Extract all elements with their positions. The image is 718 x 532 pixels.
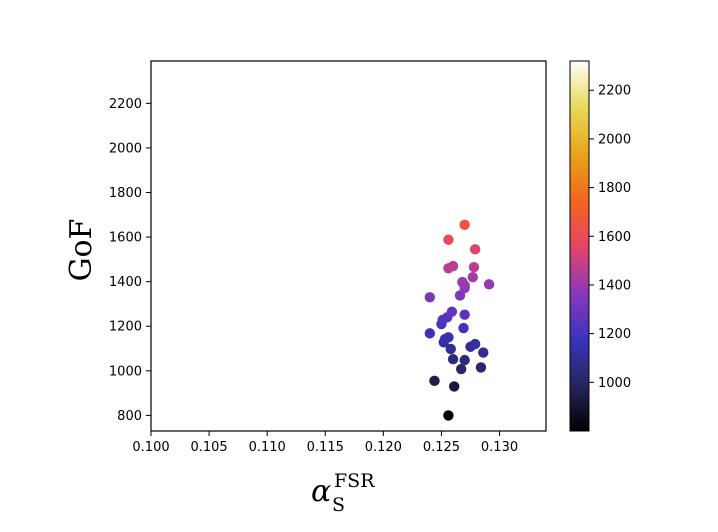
colorbar-tick-label: 1600 (598, 230, 631, 245)
y-tick-label: 2000 (109, 141, 142, 156)
scatter-point (443, 410, 454, 421)
scatter-point (468, 261, 480, 273)
y-tick-label: 800 (117, 409, 142, 424)
scatter-point (459, 219, 470, 231)
y-tick-label: 1400 (109, 275, 142, 290)
scatter-point (457, 276, 468, 288)
scatter-point (447, 354, 459, 365)
colorbar-ticks: 1000 1200 1400 1600 1800 2000 2200 (589, 84, 631, 391)
scatter-point (454, 290, 466, 301)
x-tick-label: 0.125 (423, 440, 460, 455)
scatter-point (443, 332, 454, 343)
scatter-point (445, 343, 456, 355)
scatter-point (449, 381, 460, 392)
scatter-point (446, 306, 458, 317)
scatter-point (475, 362, 487, 373)
colorbar-tick-label: 2200 (598, 84, 631, 99)
scatter-point (469, 244, 481, 255)
x-axis-label-base: α (311, 474, 331, 509)
colorbar-tick-label: 1000 (598, 376, 631, 391)
plot-frame (150, 60, 547, 432)
scatter-point (467, 272, 479, 283)
y-tick-label: 1200 (109, 320, 142, 335)
scatter-point (459, 309, 470, 320)
y-axis-ticks: 800 1000 1200 1400 1600 1800 2000 2200 (109, 97, 151, 424)
scatter-point (424, 328, 436, 339)
x-tick-label: 0.110 (249, 440, 286, 455)
scatter-point (459, 354, 470, 366)
scatter-point (483, 279, 495, 290)
y-tick-label: 1600 (109, 231, 142, 246)
scatter-point (429, 375, 440, 387)
y-tick-label: 1000 (109, 364, 142, 379)
scatter-point (424, 292, 436, 303)
scatter-points (424, 219, 495, 421)
scatter-point (447, 260, 459, 272)
x-tick-label: 0.130 (481, 440, 518, 455)
x-tick-label: 0.100 (132, 440, 169, 455)
scatter-point (455, 363, 467, 375)
colorbar-tick-label: 1400 (598, 278, 631, 293)
scatter-point (458, 322, 469, 334)
x-tick-label: 0.115 (307, 440, 344, 455)
x-axis-label: α FSR S (311, 470, 380, 516)
x-axis-label-sup: FSR (334, 470, 375, 492)
x-tick-label: 0.120 (365, 440, 402, 455)
colorbar (569, 60, 590, 432)
y-tick-label: 2200 (109, 97, 142, 112)
colorbar-tick-label: 1200 (598, 327, 631, 342)
scatter-point (478, 347, 489, 358)
y-axis-label: GoF (64, 219, 99, 282)
y-tick-label: 1800 (109, 186, 142, 201)
colorbar-tick-label: 1800 (598, 181, 631, 196)
colorbar-tick-label: 2000 (598, 132, 631, 147)
x-tick-label: 0.105 (190, 440, 227, 455)
scatter-point (469, 338, 481, 350)
x-axis-label-sub: S (332, 494, 345, 516)
scatter-point (443, 234, 454, 245)
x-axis-ticks: 0.100 0.105 0.110 0.115 0.120 0.125 0.130 (132, 431, 518, 455)
